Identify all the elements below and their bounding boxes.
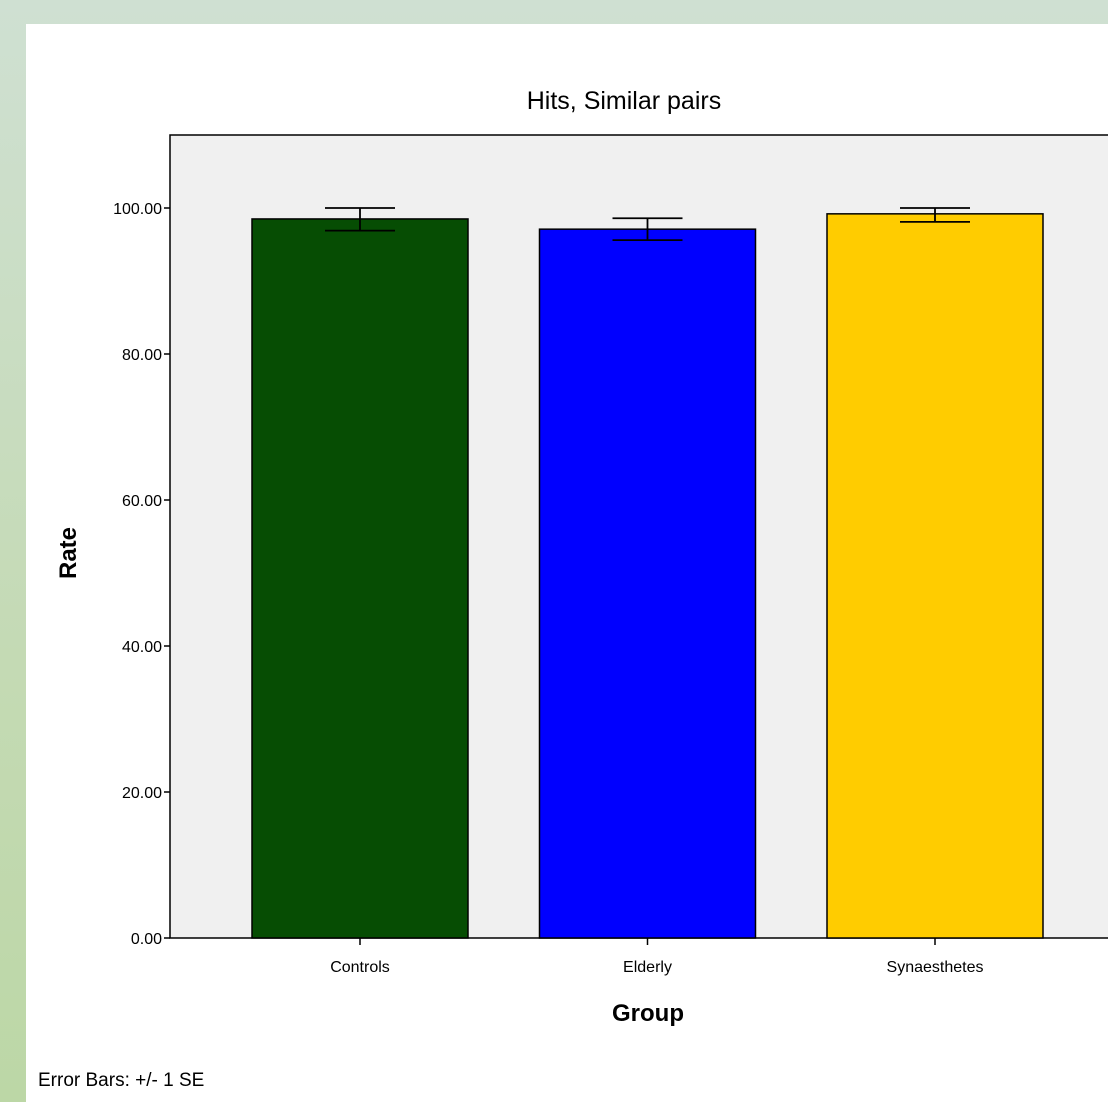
x-tick-label: Elderly	[623, 959, 672, 976]
x-axis-title: Group	[612, 1000, 684, 1027]
chart-title: Hits, Similar pairs	[527, 87, 721, 115]
y-tick-label: 20.00	[122, 785, 162, 802]
bar-synaesthetes	[826, 213, 1044, 939]
chart-panel: Hits, Similar pairs 0.00 20.00 40.00 60.00 8…	[26, 24, 1108, 1102]
x-tick-label: Synaesthetes	[887, 959, 984, 976]
bars-group	[251, 213, 1044, 939]
x-tick-label: Controls	[330, 959, 390, 976]
y-tick-label: 40.00	[122, 639, 162, 656]
y-axis-title: Rate	[55, 527, 82, 579]
bar-elderly	[538, 228, 757, 939]
bar-controls	[251, 218, 469, 939]
error-bars-group	[325, 207, 970, 242]
y-tick-label: 80.00	[122, 347, 162, 364]
y-tick-label: 60.00	[122, 493, 162, 510]
x-axis: Controls Elderly Synaesthetes	[330, 938, 983, 976]
y-axis: 0.00 20.00 40.00 60.00 80.00 100.00	[113, 201, 170, 948]
bar-chart: Hits, Similar pairs 0.00 20.00 40.00 60.00 8…	[38, 87, 1108, 1091]
y-tick-label: 100.00	[113, 201, 162, 218]
error-bars-note: Error Bars: +/- 1 SE	[38, 1070, 204, 1091]
y-tick-label: 0.00	[131, 931, 162, 948]
